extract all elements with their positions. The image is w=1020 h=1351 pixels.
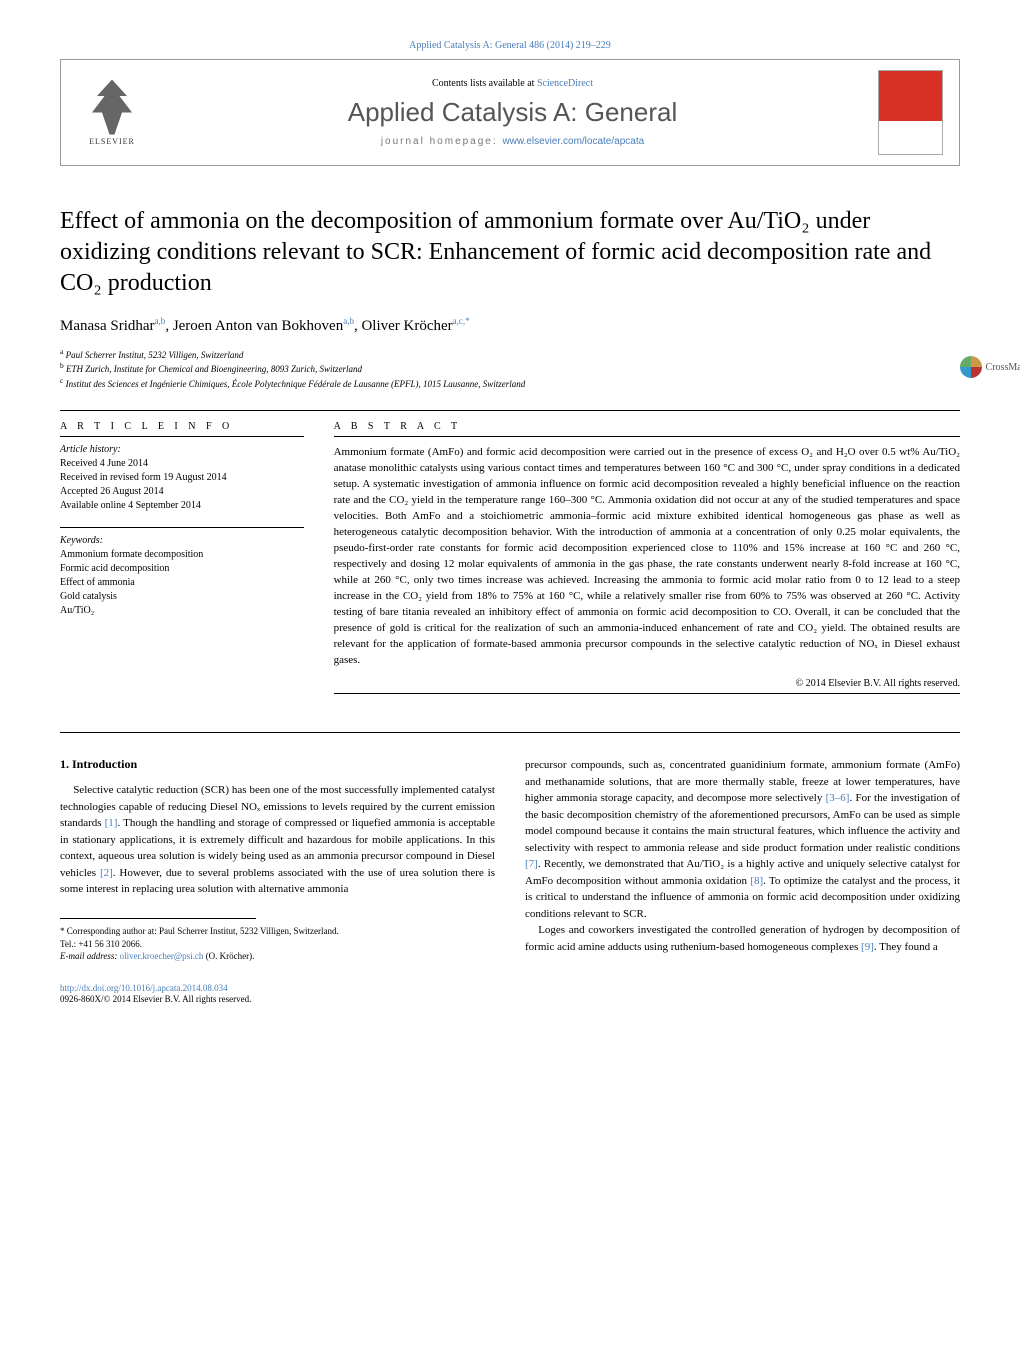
- ref-9[interactable]: [9]: [861, 941, 874, 953]
- author-corr-star: *: [465, 316, 470, 326]
- author-3-sup: a,c,: [453, 316, 466, 326]
- keyword-3: Effect of ammonia: [60, 577, 135, 588]
- journal-ref-top[interactable]: Applied Catalysis A: General 486 (2014) …: [60, 40, 960, 51]
- abstract-text: Ammonium formate (AmFo) and formic acid …: [334, 445, 960, 668]
- keyword-4: Gold catalysis: [60, 591, 117, 602]
- divider: [60, 410, 960, 411]
- authors-line: Manasa Sridhara,b, Jeroen Anton van Bokh…: [60, 316, 960, 335]
- ref-3-6[interactable]: [3–6]: [826, 792, 850, 804]
- journal-header: ELSEVIER Contents lists available at Sci…: [60, 59, 960, 166]
- history-revised: Received in revised form 19 August 2014: [60, 472, 227, 483]
- article-info: A R T I C L E I N F O Article history: R…: [60, 421, 304, 702]
- intro-para-right-2: Loges and coworkers investigated the con…: [525, 922, 960, 955]
- issn-line: 0926-860X/© 2014 Elsevier B.V. All right…: [60, 994, 251, 1004]
- keyword-5: Au/TiO₂: [60, 605, 94, 616]
- corr-author-tel: Tel.: +41 56 310 2066.: [60, 938, 495, 951]
- intro-para-right-1: precursor compounds, such as, concentrat…: [525, 757, 960, 922]
- journal-title: Applied Catalysis A: General: [147, 97, 878, 128]
- crossmark-icon: [960, 356, 982, 378]
- corr-email-link[interactable]: oliver.kroecher@psi.ch: [120, 951, 204, 961]
- abstract: A B S T R A C T Ammonium formate (AmFo) …: [334, 421, 960, 702]
- author-2: Jeroen Anton van Bokhoven: [173, 318, 343, 334]
- affil-b: ETH Zurich, Institute for Chemical and B…: [66, 364, 362, 374]
- keyword-2: Formic acid decomposition: [60, 563, 169, 574]
- journal-cover-thumb: [878, 70, 943, 155]
- affil-c: Institut des Sciences et Ingénierie Chim…: [66, 379, 526, 389]
- affil-a: Paul Scherrer Institut, 5232 Villigen, S…: [66, 350, 244, 360]
- article-title: Effect of ammonia on the decomposition o…: [60, 206, 960, 300]
- author-2-sup: a,b: [343, 316, 354, 326]
- article-info-head: A R T I C L E I N F O: [60, 421, 304, 432]
- footnote-divider: [60, 918, 256, 919]
- abstract-copyright: © 2014 Elsevier B.V. All rights reserved…: [334, 678, 960, 689]
- author-3: Oliver Kröcher: [361, 318, 452, 334]
- divider: [60, 732, 960, 733]
- intro-text-r2b: . They found a: [874, 941, 938, 953]
- doi-block: http://dx.doi.org/10.1016/j.apcata.2014.…: [60, 983, 495, 1006]
- abstract-head: A B S T R A C T: [334, 421, 960, 432]
- contents-pre: Contents lists available at: [432, 78, 537, 89]
- email-label: E-mail address:: [60, 951, 120, 961]
- corr-author-note: * Corresponding author at: Paul Scherrer…: [60, 925, 495, 938]
- history-accepted: Accepted 26 August 2014: [60, 486, 164, 497]
- elsevier-tree-icon: [87, 80, 137, 135]
- author-1-sup: a,b: [155, 316, 166, 326]
- affiliations: a Paul Scherrer Institut, 5232 Villigen,…: [60, 347, 960, 391]
- history-online: Available online 4 September 2014: [60, 500, 201, 511]
- intro-para-left: Selective catalytic reduction (SCR) has …: [60, 782, 495, 898]
- contents-line: Contents lists available at ScienceDirec…: [147, 78, 878, 89]
- ref-8[interactable]: [8]: [750, 875, 763, 887]
- ref-2[interactable]: [2]: [100, 867, 113, 879]
- email-suffix: (O. Kröcher).: [203, 951, 254, 961]
- homepage-pre: journal homepage:: [381, 136, 503, 147]
- keywords-label: Keywords:: [60, 535, 103, 546]
- ref-7[interactable]: [7]: [525, 858, 538, 870]
- crossmark-badge[interactable]: CrossMark: [960, 356, 1020, 378]
- footnotes: * Corresponding author at: Paul Scherrer…: [60, 925, 495, 963]
- homepage-line: journal homepage: www.elsevier.com/locat…: [147, 136, 878, 147]
- elsevier-logo: ELSEVIER: [77, 73, 147, 153]
- sciencedirect-link[interactable]: ScienceDirect: [537, 78, 593, 89]
- homepage-link[interactable]: www.elsevier.com/locate/apcata: [502, 136, 644, 147]
- keyword-1: Ammonium formate decomposition: [60, 549, 203, 560]
- ref-1[interactable]: [1]: [105, 817, 118, 829]
- crossmark-label: CrossMark: [986, 362, 1020, 373]
- author-1: Manasa Sridhar: [60, 318, 155, 334]
- elsevier-label: ELSEVIER: [89, 137, 135, 146]
- intro-text-1c: . However, due to several problems assoc…: [60, 867, 495, 896]
- history-label: Article history:: [60, 444, 121, 455]
- doi-link[interactable]: http://dx.doi.org/10.1016/j.apcata.2014.…: [60, 983, 228, 993]
- section-1-head: 1. Introduction: [60, 757, 495, 772]
- history-received: Received 4 June 2014: [60, 458, 148, 469]
